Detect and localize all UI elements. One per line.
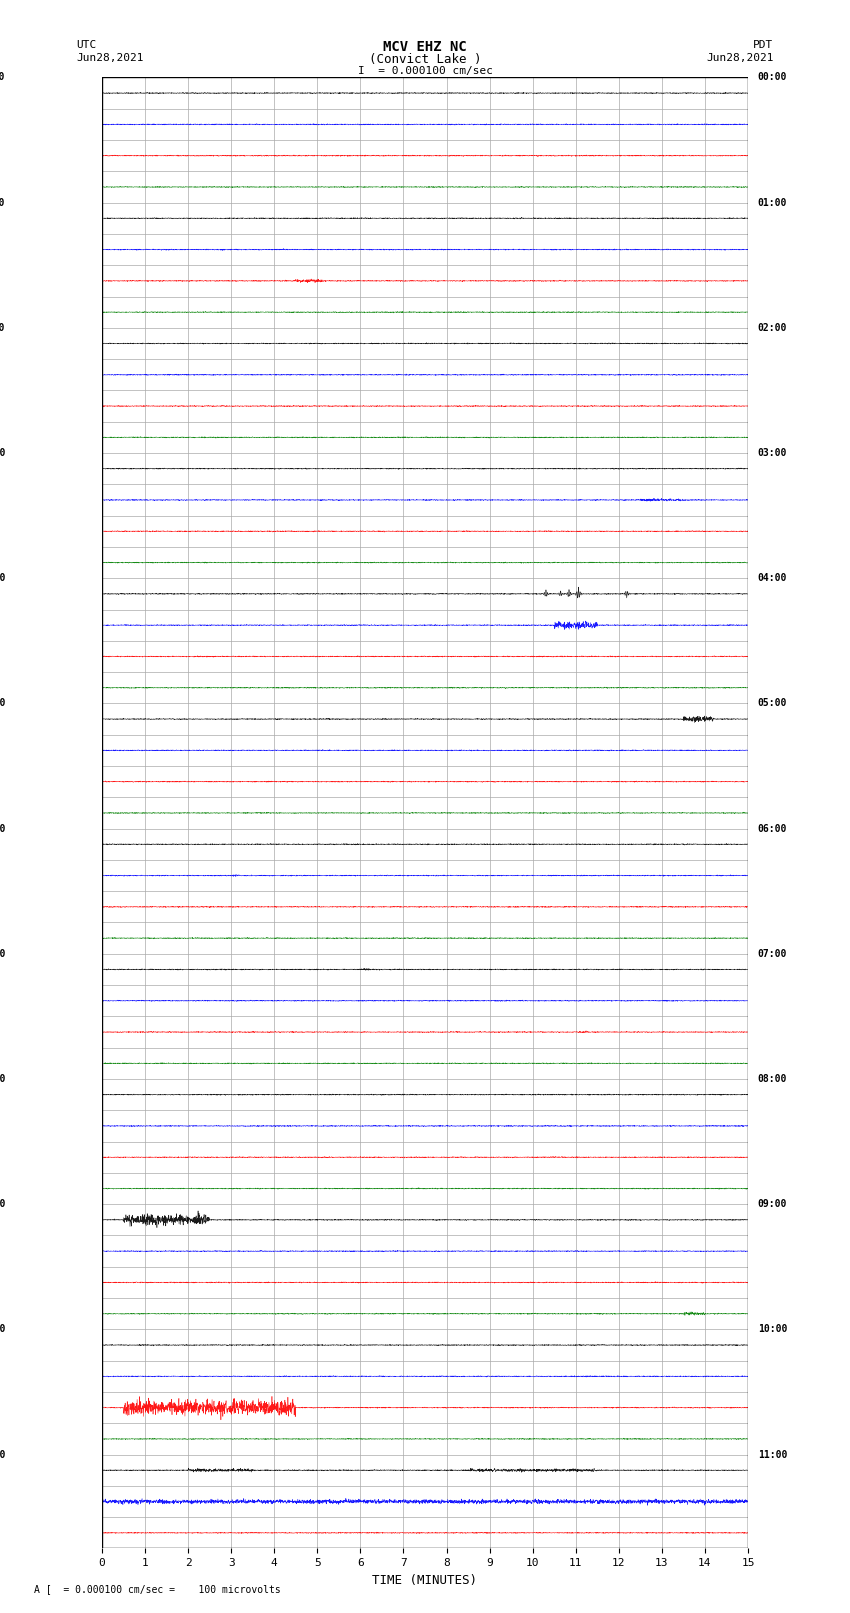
- Text: 06:00: 06:00: [757, 824, 787, 834]
- Text: UTC: UTC: [76, 40, 97, 50]
- Text: A [  = 0.000100 cm/sec =    100 microvolts: A [ = 0.000100 cm/sec = 100 microvolts: [34, 1584, 280, 1594]
- Text: 09:00: 09:00: [0, 323, 5, 332]
- Text: 15:00: 15:00: [0, 1074, 5, 1084]
- Text: 10:00: 10:00: [0, 448, 5, 458]
- Text: Jun28,2021: Jun28,2021: [76, 53, 144, 63]
- Text: (Convict Lake ): (Convict Lake ): [369, 53, 481, 66]
- Text: 04:00: 04:00: [757, 573, 787, 584]
- Text: 13:00: 13:00: [0, 824, 5, 834]
- Text: 01:00: 01:00: [757, 198, 787, 208]
- Text: PDT: PDT: [753, 40, 774, 50]
- Text: 18:00: 18:00: [0, 1450, 5, 1460]
- Text: 08:00: 08:00: [0, 198, 5, 208]
- Text: 10:00: 10:00: [757, 1324, 787, 1334]
- Text: 07:00: 07:00: [757, 948, 787, 958]
- Text: Jun28,2021: Jun28,2021: [706, 53, 774, 63]
- Text: 16:00: 16:00: [0, 1198, 5, 1210]
- Text: 02:00: 02:00: [757, 323, 787, 332]
- Text: MCV EHZ NC: MCV EHZ NC: [383, 40, 467, 55]
- Text: 17:00: 17:00: [0, 1324, 5, 1334]
- Text: 00:00: 00:00: [757, 73, 787, 82]
- Text: 14:00: 14:00: [0, 948, 5, 958]
- Text: 03:00: 03:00: [757, 448, 787, 458]
- Text: 09:00: 09:00: [757, 1198, 787, 1210]
- Text: 11:00: 11:00: [0, 573, 5, 584]
- Text: 12:00: 12:00: [0, 698, 5, 708]
- Text: I  = 0.000100 cm/sec: I = 0.000100 cm/sec: [358, 66, 492, 76]
- Text: 11:00: 11:00: [757, 1450, 787, 1460]
- Text: 08:00: 08:00: [757, 1074, 787, 1084]
- Text: 07:00: 07:00: [0, 73, 5, 82]
- Text: 05:00: 05:00: [757, 698, 787, 708]
- X-axis label: TIME (MINUTES): TIME (MINUTES): [372, 1574, 478, 1587]
